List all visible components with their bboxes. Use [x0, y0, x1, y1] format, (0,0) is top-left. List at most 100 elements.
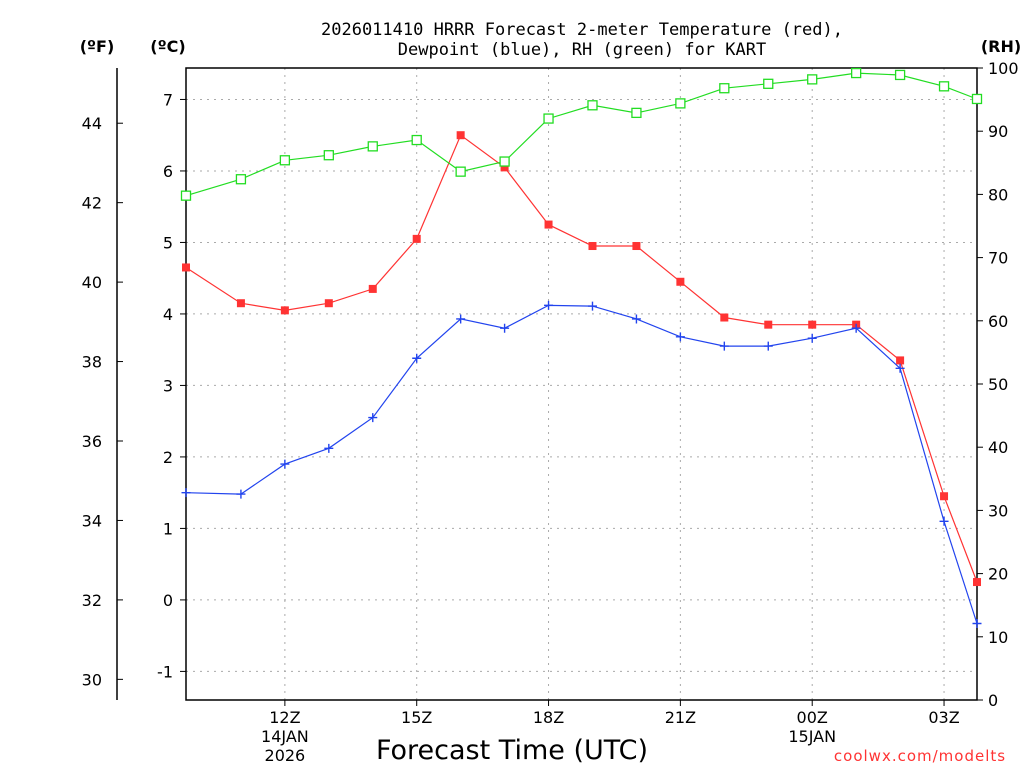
- rh-point: [367, 141, 378, 152]
- dewpoint-point: [456, 314, 466, 324]
- rh-point: [938, 81, 950, 92]
- x-tick-label: 12Z: [269, 708, 300, 727]
- grid-lines: [186, 68, 977, 700]
- celsius-tick-label: 3: [163, 376, 173, 395]
- dewpoint-point: [587, 301, 597, 311]
- dewpoint-line: [185, 304, 978, 624]
- celsius-tick-label: 6: [163, 162, 173, 181]
- celsius-tick-label: 1: [163, 519, 173, 538]
- rh-tick-label: 70: [988, 249, 1008, 268]
- celsius-tick-label: -1: [157, 662, 173, 681]
- celsius-tick-label: 5: [163, 233, 173, 252]
- chart-title-line1: 2026011410 HRRR Forecast 2-meter Tempera…: [321, 20, 843, 40]
- rh-point: [971, 93, 983, 105]
- temperature-point: [940, 492, 949, 501]
- temperature-point: [896, 356, 905, 365]
- dewpoint-point: [631, 314, 641, 324]
- rh-point: [719, 83, 730, 94]
- celsius-unit-label: (ºC): [150, 37, 185, 56]
- x-axis-title: Forecast Time (UTC): [376, 735, 648, 766]
- x-tick-label: 03Z: [928, 708, 959, 727]
- series-layer: [180, 67, 983, 629]
- rh-point: [894, 69, 906, 81]
- dewpoint-point: [675, 332, 685, 342]
- rh-point: [235, 174, 247, 185]
- temperature-point: [456, 131, 465, 140]
- rh-point: [807, 74, 818, 85]
- rh-tick-label: 40: [988, 438, 1008, 457]
- temperature-point: [764, 320, 773, 329]
- rh-point: [323, 150, 334, 161]
- x-tick-label: 00Z: [797, 708, 828, 727]
- rh-tick-label: 0: [988, 691, 998, 710]
- rh-tick-label: 60: [988, 312, 1008, 331]
- temperature-point: [632, 242, 641, 251]
- dewpoint-point: [763, 341, 773, 351]
- dewpoint-point: [939, 516, 949, 526]
- rh-point: [499, 156, 510, 167]
- celsius-tick-label: 2: [163, 448, 173, 467]
- x-tick-date-label: 14JAN: [261, 727, 309, 746]
- temperature-point: [544, 220, 553, 229]
- fahrenheit-tick-label: 44: [82, 114, 102, 133]
- rh-tick-label: 80: [988, 185, 1008, 204]
- temperature-point: [676, 277, 685, 286]
- dewpoint-point: [236, 489, 246, 499]
- rh-point: [543, 113, 554, 124]
- x-tick-label: 21Z: [665, 708, 696, 727]
- temperature-point: [368, 284, 377, 293]
- dewpoint-point: [807, 333, 817, 343]
- fahrenheit-tick-label: 36: [82, 432, 102, 451]
- plot-frame: [185, 67, 978, 701]
- rh-point: [631, 107, 642, 119]
- dewpoint-point: [719, 341, 729, 351]
- dewpoint-point: [280, 459, 290, 469]
- temperature-point: [280, 306, 289, 315]
- chart-title-line2: Dewpoint (blue), RH (green) for KART: [398, 40, 766, 60]
- dewpoint-point: [500, 323, 510, 333]
- temperature-point: [588, 242, 597, 251]
- temperature-point: [182, 263, 190, 272]
- rh-point: [180, 190, 192, 201]
- temperature-point: [500, 163, 509, 172]
- dewpoint-point: [368, 413, 378, 423]
- rh-tick-label: 90: [988, 122, 1008, 141]
- dewpoint-point: [181, 488, 191, 498]
- celsius-tick-label: 0: [163, 591, 173, 610]
- fahrenheit-unit-label: (ºF): [80, 37, 115, 56]
- rh-point: [411, 134, 422, 146]
- rh-point: [851, 67, 862, 79]
- temperature-point: [973, 578, 981, 587]
- dewpoint-point: [544, 300, 554, 310]
- rh-tick-label: 100: [988, 59, 1019, 78]
- rh-tick-label: 10: [988, 628, 1008, 647]
- temperature-point: [236, 299, 245, 308]
- fahrenheit-tick-label: 30: [82, 670, 102, 689]
- rh-tick-label: 50: [988, 375, 1008, 394]
- temperature-point: [324, 299, 333, 308]
- fahrenheit-tick-label: 34: [82, 511, 102, 530]
- x-tick-label: 18Z: [533, 708, 564, 727]
- rh-line: [185, 72, 978, 197]
- temperature-point: [808, 320, 817, 329]
- x-tick-year-label: 2026: [265, 746, 306, 765]
- rh-unit-label: (RH): [981, 37, 1021, 56]
- celsius-tick-label: 7: [163, 90, 173, 109]
- rh-tick-label: 20: [988, 565, 1008, 584]
- rh-point: [763, 78, 774, 89]
- rh-point: [279, 155, 291, 166]
- fahrenheit-tick-label: 40: [82, 273, 102, 292]
- dewpoint-point: [324, 443, 334, 453]
- fahrenheit-tick-label: 38: [82, 353, 102, 372]
- x-tick-date-label: 15JAN: [788, 727, 836, 746]
- credit-text: coolwx.com/modelts: [834, 747, 1006, 765]
- rh-point: [587, 100, 598, 111]
- temperature-point: [412, 234, 421, 243]
- dewpoint-point: [895, 363, 905, 373]
- celsius-tick-label: 4: [163, 305, 173, 324]
- x-tick-label: 15Z: [401, 708, 432, 727]
- temperature-line: [185, 134, 978, 583]
- rh-point: [675, 98, 686, 109]
- temperature-point: [720, 313, 729, 322]
